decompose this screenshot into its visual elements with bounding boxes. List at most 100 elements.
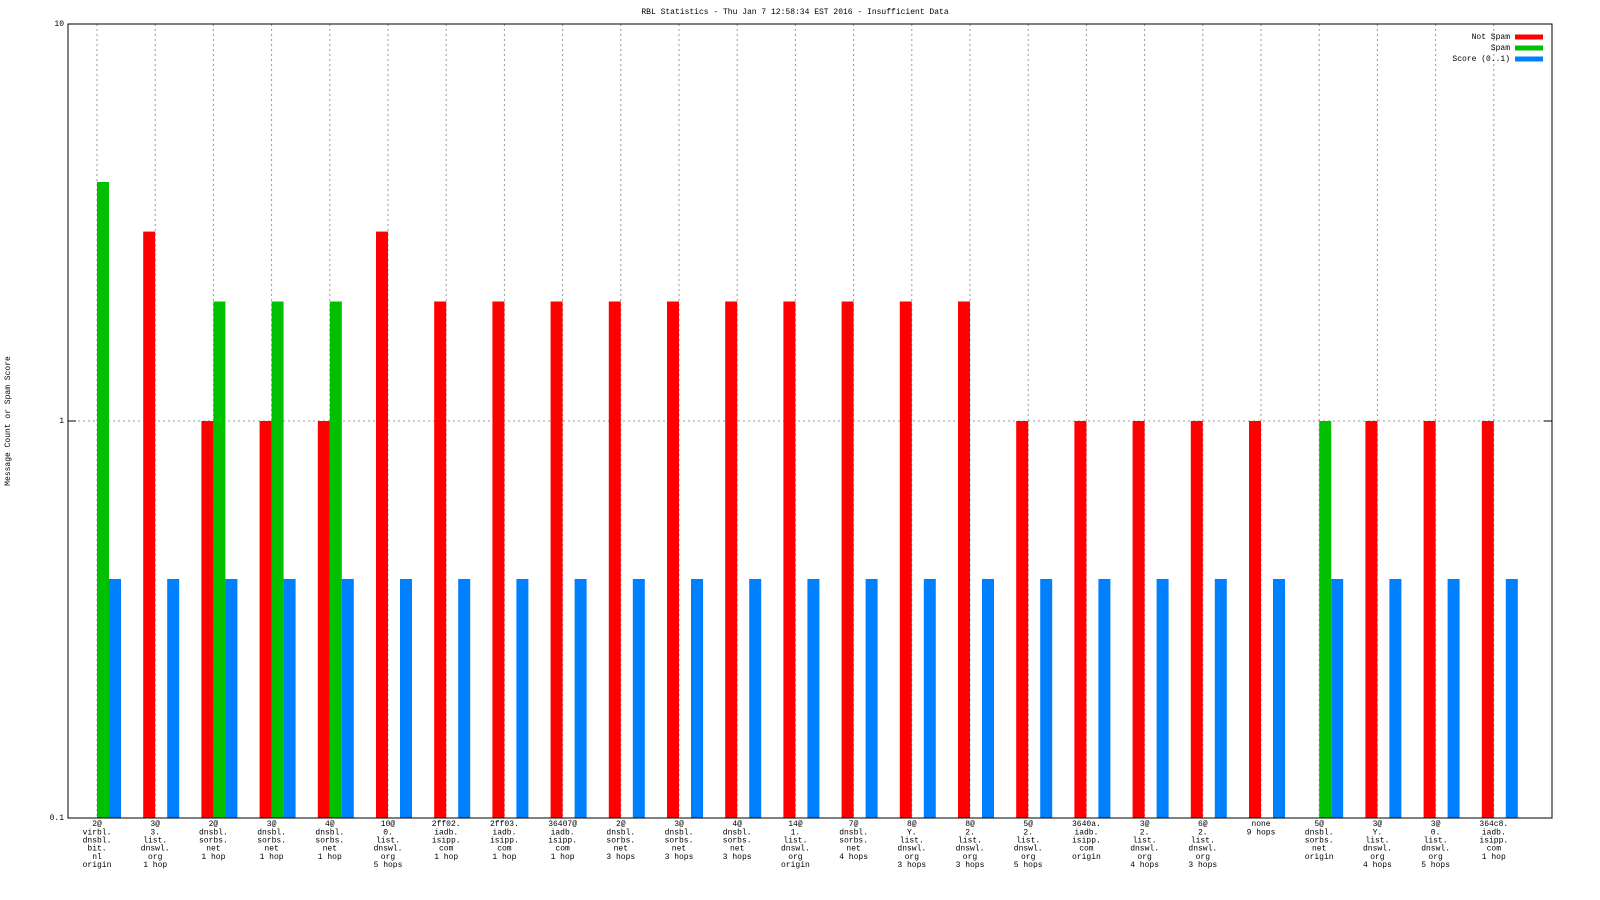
- bar: [492, 301, 505, 818]
- x-tick-label: list.: [900, 837, 924, 846]
- x-tick-label: net: [206, 845, 220, 854]
- y-tick-label: 10: [54, 20, 64, 29]
- bar: [550, 301, 563, 818]
- x-tick-label: org: [1370, 853, 1385, 862]
- x-tick-label: sorbs.: [723, 837, 752, 846]
- bar: [1505, 578, 1518, 818]
- x-tick-label: dnswl.: [1188, 845, 1217, 854]
- x-tick-label: sorbs.: [199, 837, 228, 846]
- bar: [1249, 421, 1261, 818]
- x-tick-label: 6@: [1198, 820, 1208, 829]
- x-tick-label: 8@: [965, 820, 975, 829]
- legend-label: Not Spam: [1472, 33, 1511, 42]
- x-tick-label: origin: [1305, 853, 1334, 862]
- x-tick-label: isipp.: [1479, 837, 1508, 846]
- chart-title: RBL Statistics - Thu Jan 7 12:58:34 EST …: [641, 8, 948, 17]
- bar: [923, 578, 936, 818]
- bar: [841, 301, 854, 818]
- x-tick-label: list.: [1016, 837, 1040, 846]
- x-tick-label: isipp.: [432, 837, 461, 846]
- x-tick-label: 1 hop: [1482, 853, 1506, 862]
- x-tick-label: 5@: [1023, 820, 1033, 829]
- x-tick-label: origin: [1072, 853, 1101, 862]
- x-tick-label: 7@: [849, 820, 859, 829]
- x-tick-label: 2.: [1198, 828, 1208, 837]
- x-tick-label: 3 hops: [606, 853, 635, 862]
- x-tick-label: 364c8.: [1479, 820, 1508, 829]
- x-tick-label: dnswl.: [374, 845, 403, 854]
- x-tick-label: 3 hops: [723, 853, 752, 862]
- x-tick-label: 2@: [616, 820, 626, 829]
- x-tick-label: 2.: [965, 828, 975, 837]
- bar: [400, 578, 412, 818]
- x-tick-label: sorbs.: [665, 837, 694, 846]
- x-tick-label: com: [1487, 845, 1502, 854]
- x-tick-label: dnswl.: [141, 845, 170, 854]
- legend-label: Spam: [1491, 44, 1510, 53]
- bar: [1040, 578, 1053, 818]
- x-tick-label: 2@: [92, 820, 102, 829]
- x-tick-label: dnsbl.: [606, 828, 635, 837]
- x-tick-label: 3 hops: [665, 853, 694, 862]
- x-tick-label: sorbs.: [606, 837, 635, 846]
- plot-border: [67, 23, 1553, 819]
- x-tick-label: iadb.: [1482, 828, 1506, 837]
- x-tick-label: net: [846, 845, 860, 854]
- x-tick-label: dnsbl.: [257, 828, 286, 837]
- x-tick-label: iadb.: [434, 828, 458, 837]
- x-tick-label: dnsbl.: [723, 828, 752, 837]
- x-tick-label: 1 hop: [260, 853, 284, 862]
- x-tick-label: org: [963, 853, 978, 862]
- bar: [1447, 578, 1460, 818]
- bar: [1331, 578, 1344, 818]
- x-tick-label: net: [1312, 845, 1326, 854]
- x-tick-label: 4@: [732, 820, 742, 829]
- x-tick-label: net: [614, 845, 628, 854]
- x-tick-label: dnswl.: [1421, 845, 1450, 854]
- x-tick-label: 4@: [325, 820, 335, 829]
- bar: [632, 578, 645, 818]
- x-tick-label: origin: [83, 861, 112, 870]
- x-tick-label: 2ff02.: [432, 820, 461, 829]
- x-tick-label: 0.: [1431, 828, 1441, 837]
- bar: [259, 421, 272, 818]
- bar: [899, 301, 912, 818]
- x-tick-label: dnswl.: [1363, 845, 1392, 854]
- x-tick-label: origin: [781, 861, 810, 870]
- x-tick-label: 10@: [381, 820, 396, 829]
- bar: [283, 578, 296, 818]
- x-tick-label: 3 hops: [956, 861, 985, 870]
- legend-swatch: [1515, 56, 1543, 62]
- x-tick-label: list.: [1133, 837, 1157, 846]
- x-tick-label: org: [1428, 853, 1443, 862]
- x-tick-label: dnswl.: [1014, 845, 1043, 854]
- bar: [1319, 421, 1332, 818]
- x-tick-label: com: [555, 845, 570, 854]
- x-tick-label: 5@: [1314, 820, 1324, 829]
- bar: [691, 578, 703, 818]
- bar: [213, 301, 226, 818]
- x-tick-label: 5 hops: [1421, 861, 1450, 870]
- x-tick-label: list.: [1424, 837, 1448, 846]
- x-tick-label: sorbs.: [257, 837, 286, 846]
- x-tick-label: sorbs.: [839, 837, 868, 846]
- bar: [608, 301, 621, 818]
- x-tick-label: 5 hops: [374, 861, 403, 870]
- x-tick-label: net: [264, 845, 278, 854]
- x-tick-label: list.: [376, 837, 400, 846]
- bar: [271, 301, 284, 818]
- x-tick-label: 0.: [383, 828, 393, 837]
- x-tick-label: isipp.: [490, 837, 519, 846]
- x-tick-label: dnsbl.: [315, 828, 344, 837]
- bar: [97, 181, 109, 818]
- legend-swatch: [1515, 45, 1543, 51]
- bar: [143, 231, 156, 818]
- x-tick-label: nl: [92, 853, 102, 862]
- x-tick-label: list.: [1191, 837, 1215, 846]
- x-tick-label: isipp.: [1072, 837, 1101, 846]
- bar: [783, 301, 796, 818]
- bar: [807, 578, 820, 818]
- x-tick-label: list.: [783, 837, 807, 846]
- bar: [1016, 421, 1029, 818]
- x-tick-label: list.: [958, 837, 982, 846]
